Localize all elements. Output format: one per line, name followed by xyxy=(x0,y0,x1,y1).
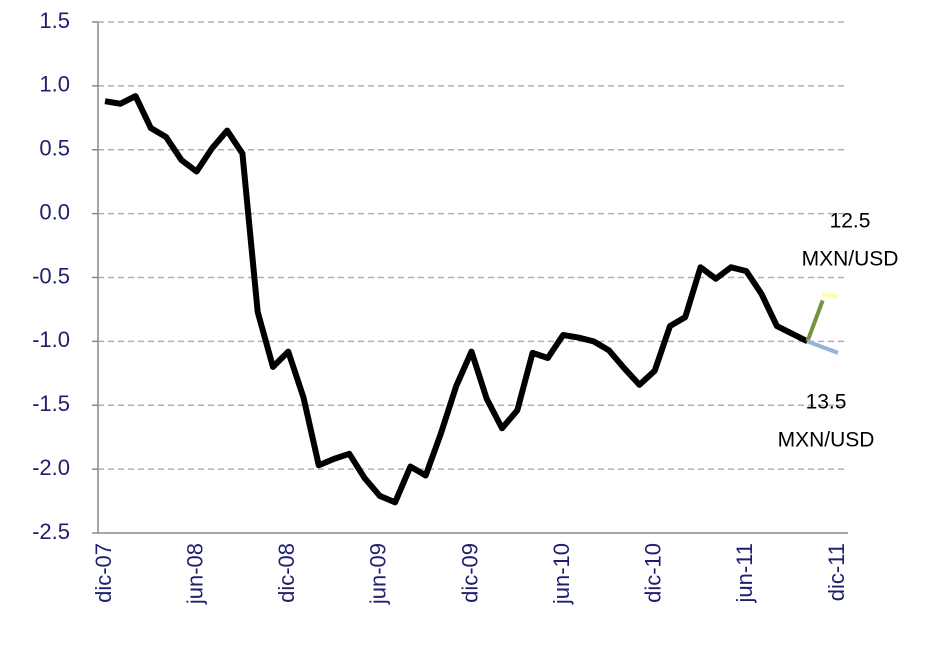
x-tick-label: jun-09 xyxy=(366,543,391,605)
y-tick-label: 1.0 xyxy=(39,72,70,97)
annotation: 13.5 xyxy=(806,391,847,414)
x-tick-label: dic-09 xyxy=(457,543,482,603)
y-tick-label: 0.5 xyxy=(39,136,70,161)
series-line xyxy=(104,93,809,506)
x-tick-label: dic-10 xyxy=(641,543,666,603)
x-tick-label: jun-10 xyxy=(549,543,574,605)
series-line xyxy=(806,339,839,355)
series-line xyxy=(822,292,839,299)
x-tick-label: jun-08 xyxy=(182,543,207,605)
y-tick-label: -1.0 xyxy=(32,327,70,352)
annotation: MXN/USD xyxy=(802,248,899,271)
series-line xyxy=(805,299,825,343)
y-tick-label: 1.5 xyxy=(39,8,70,33)
x-tick-label: jun-11 xyxy=(732,543,757,604)
x-tick-label: dic-08 xyxy=(274,543,299,603)
y-tick-label: 0.0 xyxy=(39,199,70,224)
x-tick-label: dic-07 xyxy=(91,543,116,603)
y-tick-label: -0.5 xyxy=(32,263,70,288)
y-tick-label: -1.5 xyxy=(32,391,70,416)
y-tick-label: -2.0 xyxy=(32,455,70,480)
x-tick-label: dic-11 xyxy=(824,543,849,601)
y-tick-label: -2.5 xyxy=(32,519,70,544)
annotation: MXN/USD xyxy=(778,429,875,452)
annotation: 12.5 xyxy=(830,210,871,233)
